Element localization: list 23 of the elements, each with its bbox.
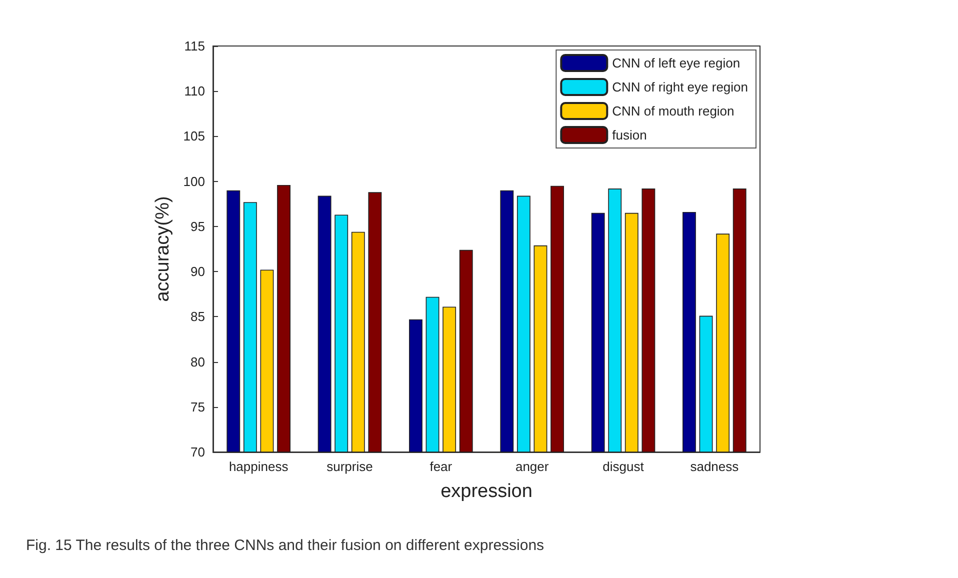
legend-label: CNN of mouth region [612,104,734,118]
legend-label: fusion [612,128,647,142]
x-tick-label: fear [430,459,453,474]
y-tick-label: 95 [190,218,205,234]
x-tick-label: disgust [602,459,644,474]
x-tick-label: surprise [326,459,373,474]
y-tick-label: 110 [184,84,205,99]
y-tick-label: 115 [184,38,205,54]
y-tick-label: 105 [183,128,205,144]
x-tick-label: sadness [690,459,740,474]
x-axis-title: expression [440,481,532,502]
legend-label: CNN of left eye region [612,56,740,70]
legend-label: CNN of right eye region [612,80,748,94]
x-tick-label: anger [515,459,550,474]
caption: Fig. 15 The results of the three CNNs and their fusion on different expressions [26,537,544,554]
y-tick-label: 80 [190,354,205,370]
y-tick-label: 70 [190,444,205,460]
y-axis-title: accuracy(%) [152,196,174,302]
y-tick-label: 75 [190,399,205,414]
x-tick-label: happiness [228,459,289,474]
y-tick-label: 100 [183,174,205,189]
y-tick-label: 85 [190,309,205,324]
y-tick-label: 90 [190,264,205,280]
